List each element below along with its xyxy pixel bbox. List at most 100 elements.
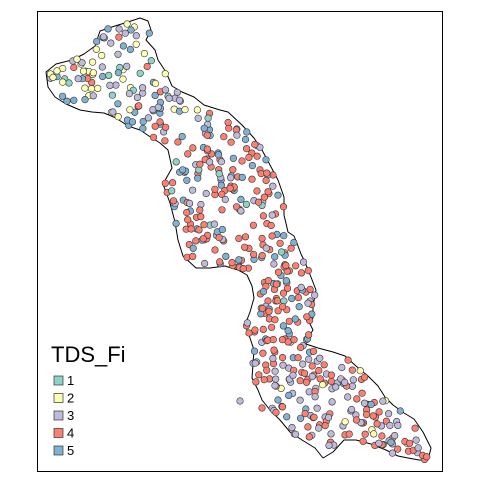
well-point — [98, 51, 106, 60]
well-point — [362, 411, 371, 419]
well-point — [297, 414, 305, 422]
well-point — [325, 441, 333, 450]
well-point — [284, 327, 292, 335]
well-point — [306, 285, 314, 294]
well-point — [224, 118, 232, 127]
well-point — [271, 382, 279, 390]
well-point — [195, 226, 203, 234]
well-point — [192, 237, 200, 245]
legend-swatch-2 — [53, 393, 64, 403]
well-point — [296, 396, 304, 404]
well-point — [289, 371, 297, 379]
well-point — [328, 398, 336, 406]
well-point — [214, 151, 222, 159]
well-point — [189, 144, 197, 152]
well-point — [303, 313, 311, 321]
well-point — [302, 378, 311, 386]
well-point — [114, 113, 122, 121]
well-point — [258, 252, 266, 260]
well-point — [269, 336, 277, 344]
well-point — [294, 294, 303, 302]
well-point — [262, 176, 270, 185]
well-point — [279, 354, 287, 362]
well-point — [243, 128, 251, 136]
well-point — [229, 154, 237, 162]
well-point — [367, 400, 375, 409]
well-point — [271, 367, 279, 375]
well-point — [133, 93, 141, 101]
well-point — [274, 268, 283, 276]
well-point — [269, 182, 277, 190]
well-point — [248, 162, 256, 170]
well-point — [139, 84, 147, 92]
well-point — [290, 336, 298, 344]
well-point — [279, 289, 288, 297]
well-point — [58, 92, 67, 100]
well-point — [187, 225, 195, 233]
well-point — [126, 45, 134, 54]
well-point — [358, 389, 366, 397]
legend-items: 1 2 3 4 5 — [53, 373, 74, 458]
well-point — [301, 410, 309, 418]
well-point — [184, 150, 192, 158]
legend-label-1: 1 — [67, 373, 74, 388]
well-point — [89, 69, 97, 77]
well-point — [305, 433, 313, 441]
well-point — [324, 413, 333, 422]
well-point — [259, 325, 267, 334]
well-point — [92, 45, 100, 53]
well-point — [139, 124, 147, 133]
well-point — [353, 395, 361, 403]
well-point — [218, 206, 226, 214]
well-point — [161, 137, 169, 145]
well-point — [258, 234, 266, 243]
well-point — [304, 423, 312, 431]
well-point — [98, 72, 107, 81]
well-point — [268, 323, 276, 331]
well-point — [136, 69, 144, 77]
well-point — [249, 221, 257, 229]
well-point — [263, 169, 271, 177]
well-point — [386, 421, 394, 430]
map-legend: TDS_Fi 1 2 3 4 5 — [51, 342, 126, 458]
well-point — [341, 418, 349, 426]
well-point — [348, 366, 356, 374]
well-point — [196, 160, 204, 168]
well-point — [278, 403, 287, 411]
well-point — [193, 106, 201, 114]
well-point — [149, 133, 158, 141]
well-point — [112, 81, 120, 89]
well-point — [119, 75, 127, 83]
well-point — [174, 138, 182, 146]
well-point — [379, 397, 387, 405]
well-point — [279, 203, 288, 211]
well-point — [271, 253, 279, 261]
well-point — [248, 175, 256, 183]
well-point — [270, 346, 278, 354]
well-point — [194, 174, 202, 182]
well-point — [297, 283, 305, 292]
legend-title: TDS_Fi — [51, 342, 126, 367]
well-point — [270, 260, 278, 268]
well-point — [288, 294, 296, 303]
well-point — [385, 410, 393, 418]
well-point — [201, 259, 209, 268]
legend-swatch-3 — [53, 410, 64, 421]
well-point — [242, 200, 250, 208]
well-point — [104, 25, 112, 33]
well-point — [165, 94, 173, 102]
well-point — [194, 114, 202, 122]
well-point — [126, 106, 134, 114]
legend-label-5: 5 — [67, 443, 74, 458]
well-point — [53, 67, 61, 75]
well-point — [294, 354, 302, 362]
well-point — [396, 407, 404, 415]
well-point — [262, 156, 270, 164]
well-point — [156, 118, 164, 126]
well-point — [151, 79, 160, 88]
well-point — [229, 166, 237, 174]
well-point — [154, 103, 162, 111]
well-point — [217, 158, 225, 166]
well-point — [235, 234, 243, 243]
well-point — [316, 354, 324, 362]
